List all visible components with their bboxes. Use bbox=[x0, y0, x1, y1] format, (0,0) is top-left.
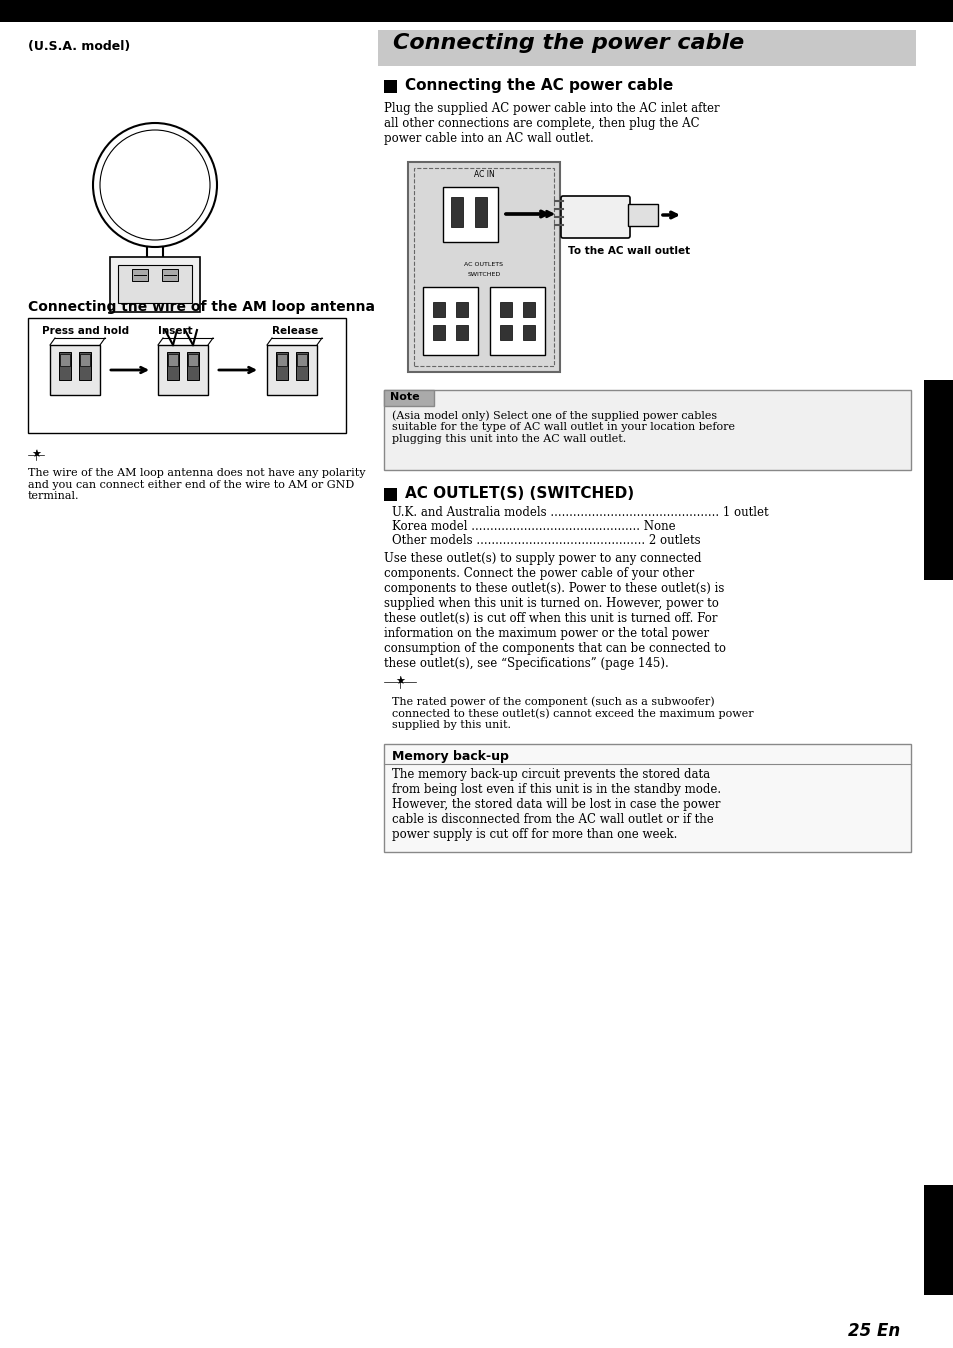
Bar bbox=[451, 197, 462, 226]
Bar bbox=[408, 162, 559, 372]
Bar bbox=[384, 80, 396, 93]
Bar bbox=[167, 352, 179, 380]
Bar bbox=[414, 168, 554, 367]
Bar bbox=[79, 352, 91, 380]
Bar bbox=[384, 488, 396, 501]
Bar bbox=[132, 270, 148, 280]
Bar bbox=[377, 30, 915, 66]
Bar bbox=[627, 204, 658, 226]
Bar bbox=[475, 197, 486, 226]
Bar bbox=[276, 355, 287, 367]
Text: Release: Release bbox=[272, 326, 318, 336]
Bar bbox=[187, 352, 199, 380]
Bar bbox=[158, 345, 208, 395]
Text: Memory back-up: Memory back-up bbox=[392, 749, 508, 763]
Text: The rated power of the component (such as a subwoofer)
connected to these outlet: The rated power of the component (such a… bbox=[392, 696, 753, 731]
Text: (Asia model only) Select one of the supplied power cables
suitable for the type : (Asia model only) Select one of the supp… bbox=[392, 410, 734, 443]
Text: Connecting the AC power cable: Connecting the AC power cable bbox=[405, 78, 673, 93]
Bar bbox=[499, 302, 512, 317]
Bar bbox=[923, 380, 953, 580]
FancyBboxPatch shape bbox=[560, 195, 629, 239]
Bar bbox=[59, 352, 71, 380]
Bar bbox=[384, 744, 910, 852]
Bar bbox=[490, 287, 544, 355]
Text: AC OUTLET(S) (SWITCHED): AC OUTLET(S) (SWITCHED) bbox=[405, 487, 634, 501]
Bar bbox=[923, 1185, 953, 1295]
Text: Connections: Connections bbox=[862, 4, 939, 13]
Bar bbox=[80, 355, 90, 367]
Text: Korea model ............................................. None: Korea model ............................… bbox=[392, 520, 675, 532]
Bar bbox=[442, 187, 497, 243]
Bar bbox=[275, 352, 288, 380]
Bar bbox=[60, 355, 70, 367]
Bar bbox=[522, 302, 535, 317]
Text: Connecting the wire of the AM loop antenna: Connecting the wire of the AM loop anten… bbox=[28, 301, 375, 314]
Text: U.K. and Australia models ............................................. 1 outlet: U.K. and Australia models ..............… bbox=[392, 506, 768, 519]
Bar bbox=[384, 390, 910, 470]
Text: Press and hold: Press and hold bbox=[42, 326, 129, 336]
Bar bbox=[267, 345, 316, 395]
Bar bbox=[110, 257, 200, 311]
Bar bbox=[522, 325, 535, 340]
Text: (U.S.A. model): (U.S.A. model) bbox=[28, 40, 131, 53]
Text: ★: ★ bbox=[395, 677, 405, 687]
Bar bbox=[422, 287, 477, 355]
Bar bbox=[456, 302, 468, 317]
Bar bbox=[499, 325, 512, 340]
Bar bbox=[188, 355, 198, 367]
Bar bbox=[118, 266, 192, 303]
Bar bbox=[0, 0, 953, 22]
Text: The memory back-up circuit prevents the stored data
from being lost even if this: The memory back-up circuit prevents the … bbox=[392, 768, 720, 841]
Bar bbox=[433, 302, 444, 317]
Text: English: English bbox=[933, 1220, 943, 1260]
Bar bbox=[28, 318, 346, 433]
Bar bbox=[296, 355, 307, 367]
Text: Other models ............................................. 2 outlets: Other models ...........................… bbox=[392, 534, 700, 547]
Bar bbox=[50, 345, 100, 395]
Text: Use these outlet(s) to supply power to any connected
components. Connect the pow: Use these outlet(s) to supply power to a… bbox=[384, 551, 725, 670]
Text: SWITCHED: SWITCHED bbox=[467, 272, 500, 276]
Text: 25 En: 25 En bbox=[847, 1322, 899, 1340]
Text: Note: Note bbox=[390, 392, 419, 402]
Bar bbox=[168, 355, 178, 367]
Bar bbox=[162, 270, 178, 280]
Bar bbox=[384, 390, 434, 406]
Text: The wire of the AM loop antenna does not have any polarity
and you can connect e: The wire of the AM loop antenna does not… bbox=[28, 468, 365, 501]
Text: PREPARATION: PREPARATION bbox=[933, 442, 943, 518]
Text: Connecting the power cable: Connecting the power cable bbox=[393, 32, 743, 53]
Text: AC IN: AC IN bbox=[473, 170, 494, 179]
Bar bbox=[295, 352, 308, 380]
Text: To the AC wall outlet: To the AC wall outlet bbox=[567, 245, 689, 256]
Text: ★: ★ bbox=[30, 450, 41, 460]
Text: Plug the supplied AC power cable into the AC inlet after
all other connections a: Plug the supplied AC power cable into th… bbox=[384, 102, 719, 146]
Text: AC OUTLETS: AC OUTLETS bbox=[464, 262, 503, 267]
Bar bbox=[433, 325, 444, 340]
Bar bbox=[456, 325, 468, 340]
Text: Insert: Insert bbox=[158, 326, 193, 336]
